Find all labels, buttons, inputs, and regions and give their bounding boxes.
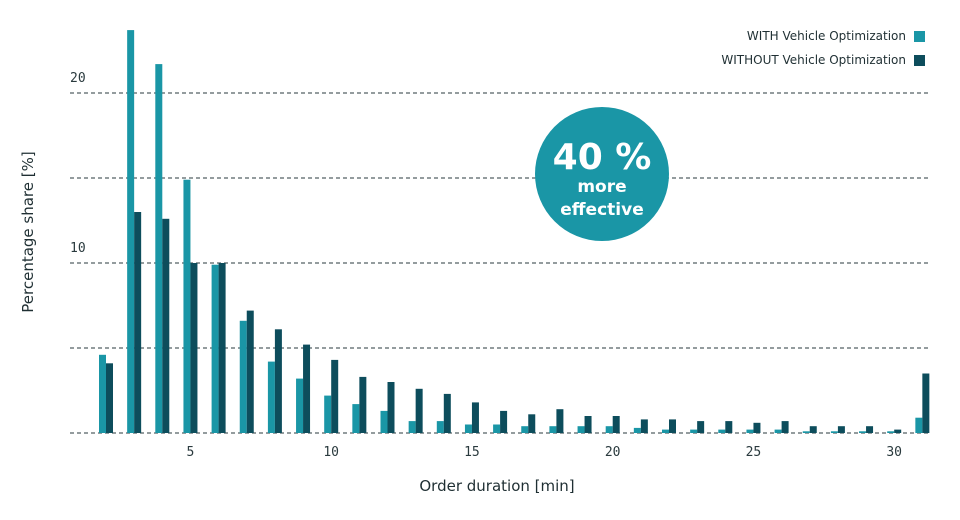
gridlines [70, 92, 928, 434]
bar-with-31 [915, 417, 923, 433]
bar-without-10 [331, 359, 339, 433]
bar-without-11 [359, 376, 367, 433]
bar-with-25 [746, 429, 754, 433]
bar-with-11 [352, 404, 360, 433]
bar-without-31 [922, 373, 930, 433]
badge-line-2: effective [560, 200, 643, 220]
bar-with-5 [183, 179, 191, 433]
bar-with-12 [380, 410, 388, 433]
bar-with-21 [633, 427, 641, 433]
y-tick-labels: 10 20 [70, 71, 86, 256]
x-tick-10: 10 [323, 445, 339, 460]
bar-without-13 [415, 388, 423, 433]
bar-without-23 [697, 421, 705, 433]
bar-with-27 [802, 431, 810, 433]
bar-without-30 [894, 429, 902, 433]
bar-without-2 [106, 363, 113, 433]
bar-with-30 [887, 431, 895, 433]
bar-with-10 [324, 395, 332, 433]
bar-without-12 [387, 382, 395, 433]
bar-without-14 [443, 393, 451, 433]
y-axis-title: Percentage share [%] [19, 151, 37, 312]
bar-with-26 [774, 429, 782, 433]
bar-without-16 [500, 410, 508, 433]
bar-without-4 [162, 218, 170, 433]
bar-with-4 [155, 64, 163, 433]
bar-with-29 [859, 431, 867, 433]
bar-with-28 [830, 431, 838, 433]
bar-with-8 [267, 361, 275, 433]
x-tick-labels: 5 10 15 20 25 30 [187, 445, 902, 460]
bar-with-14 [436, 421, 444, 433]
bars [99, 30, 930, 433]
bar-without-25 [753, 422, 761, 433]
bar-with-15 [464, 424, 472, 433]
bar-without-17 [528, 414, 536, 433]
bar-with-20 [605, 426, 613, 433]
x-axis-title: Order duration [min] [419, 477, 574, 495]
bar-with-18 [549, 426, 557, 433]
x-tick-20: 20 [605, 445, 621, 460]
legend-swatch-without [914, 55, 925, 66]
bar-with-19 [577, 426, 585, 433]
bar-without-18 [556, 409, 564, 433]
x-tick-15: 15 [464, 445, 480, 460]
bar-with-9 [296, 378, 304, 433]
bar-with-22 [662, 429, 669, 433]
bar-with-23 [690, 429, 698, 433]
bar-without-24 [725, 421, 733, 433]
bar-without-15 [471, 402, 479, 433]
bar-without-28 [837, 426, 845, 433]
bar-with-2 [99, 354, 106, 433]
bar-with-13 [408, 421, 416, 433]
bar-without-6 [218, 263, 226, 433]
bar-with-3 [127, 30, 135, 433]
bar-without-26 [781, 421, 789, 433]
legend-label-without: WITHOUT Vehicle Optimization [721, 53, 906, 67]
bar-without-20 [612, 416, 620, 433]
bar-without-8 [274, 329, 282, 433]
bar-with-17 [521, 426, 529, 433]
y-tick-10: 10 [70, 241, 86, 256]
legend-swatch-with [914, 31, 925, 42]
bar-with-24 [718, 429, 726, 433]
bar-without-29 [866, 426, 874, 433]
bar-without-21 [640, 419, 648, 433]
bar-with-7 [239, 320, 247, 433]
bar-without-3 [134, 212, 142, 433]
y-tick-20: 20 [70, 71, 86, 86]
bar-without-19 [584, 416, 592, 433]
bar-without-27 [809, 426, 817, 433]
bar-without-22 [669, 419, 676, 433]
bar-without-9 [303, 344, 311, 433]
legend: WITH Vehicle Optimization WITHOUT Vehicl… [721, 29, 925, 67]
x-tick-30: 30 [886, 445, 902, 460]
x-tick-5: 5 [187, 445, 195, 460]
bar-without-5 [190, 263, 198, 433]
bar-without-7 [246, 310, 254, 433]
x-tick-25: 25 [746, 445, 762, 460]
badge-percentage: 40 % [553, 137, 652, 178]
legend-label-with: WITH Vehicle Optimization [747, 29, 906, 43]
badge-circle [535, 107, 669, 241]
bar-with-6 [211, 264, 219, 433]
effectiveness-badge: 40 % more effective [535, 107, 669, 241]
bar-with-16 [493, 424, 501, 433]
badge-line-1: more [577, 177, 626, 197]
